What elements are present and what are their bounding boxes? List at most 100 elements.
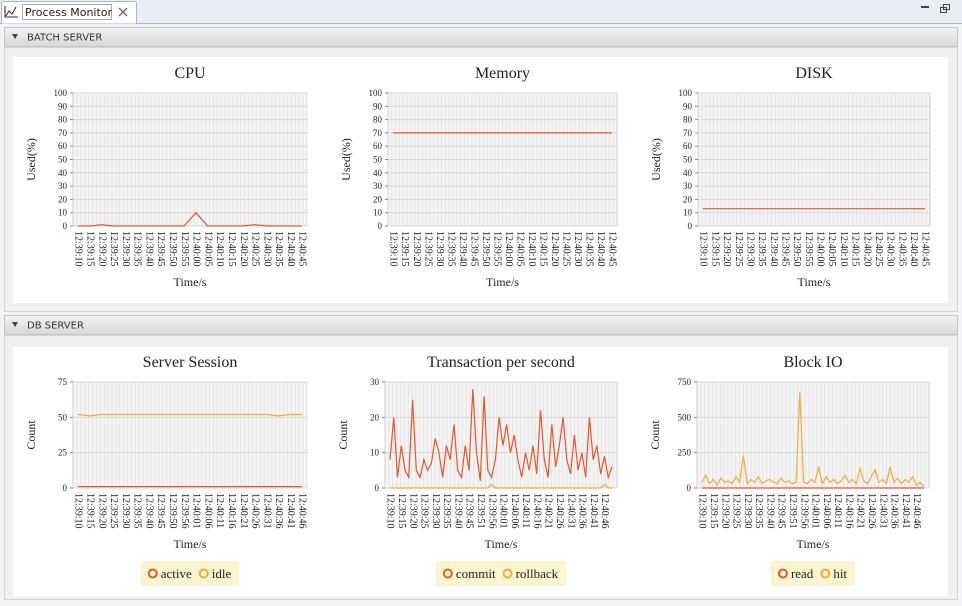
y-tick-label: 80 <box>373 115 383 125</box>
section-toggle[interactable] <box>12 322 18 327</box>
section-header[interactable] <box>4 27 958 47</box>
x-tick-label: 12:39:25 <box>108 231 119 267</box>
x-tick-label: 12:39:30 <box>434 231 445 267</box>
x-tick-label: 12:40:26 <box>866 493 877 529</box>
chart-title: DISK <box>795 65 833 82</box>
section-toggle[interactable] <box>12 34 18 39</box>
x-tick-label: 12:39:30 <box>120 493 131 529</box>
x-tick-label: 12:40:00 <box>815 231 826 267</box>
legend-marker <box>820 568 831 579</box>
x-tick-label: 12:40:46 <box>599 493 610 529</box>
x-tick-label: 12:39:10 <box>385 493 396 529</box>
x-tick-label: 12:40:05 <box>514 231 525 267</box>
x-tick-label: 12:39:56 <box>486 493 497 529</box>
x-tick-label: 12:40:16 <box>843 493 854 529</box>
series-line <box>701 391 925 487</box>
tab-bar <box>0 0 962 24</box>
x-tick-label: 12:40:01 <box>498 493 509 529</box>
x-tick-label: 12:39:15 <box>84 493 95 529</box>
x-tick-label: 12:39:55 <box>491 231 502 267</box>
x-tick-label: 12:39:20 <box>719 493 730 529</box>
x-tick-label: 12:40:26 <box>554 493 565 529</box>
y-tick-label: 100 <box>54 88 68 98</box>
y-tick-label: 10 <box>373 208 383 218</box>
x-tick-label: 12:39:50 <box>167 231 178 267</box>
section-header[interactable] <box>4 315 958 335</box>
y-tick-label: 250 <box>678 448 692 458</box>
tab-focus <box>22 4 112 20</box>
legend-marker <box>147 568 158 579</box>
x-tick-label: 12:39:35 <box>756 231 767 267</box>
y-tick-label: 50 <box>58 412 68 422</box>
x-tick-label: 12:40:45 <box>920 231 931 267</box>
y-tick-label: 100 <box>679 88 693 98</box>
x-tick-label: 12:39:25 <box>422 231 433 267</box>
y-axis-label: Count <box>336 420 350 450</box>
restore-button-back <box>943 4 950 10</box>
y-tick-label: 10 <box>683 208 693 218</box>
x-tick-label: 12:40:46 <box>911 493 922 529</box>
x-tick-label: 12:39:35 <box>753 493 764 529</box>
x-tick-label: 12:40:06 <box>202 493 213 529</box>
chart-title: Transaction per second <box>427 354 575 371</box>
y-tick-label: 40 <box>58 168 68 178</box>
x-tick-label: 12:39:35 <box>441 493 452 529</box>
x-tick-label: 12:39:10 <box>73 231 84 267</box>
series-line <box>390 483 612 489</box>
chart-title: Block IO <box>783 354 842 371</box>
x-tick-label: 12:39:25 <box>733 231 744 267</box>
x-tick-label: 12:40:10 <box>838 231 849 267</box>
legend-label: rollback <box>516 566 559 581</box>
y-tick-label: 0 <box>63 483 68 493</box>
x-tick-label: 12:39:55 <box>179 231 190 267</box>
x-tick-label: 12:39:45 <box>155 231 166 267</box>
chart-title: Server Session <box>143 354 238 371</box>
y-tick-label: 20 <box>683 194 693 204</box>
y-tick-label: 90 <box>683 101 693 111</box>
y-tick-label: 20 <box>58 194 68 204</box>
x-tick-label: 12:40:11 <box>832 493 843 528</box>
legend-label: idle <box>212 566 232 581</box>
legend <box>435 561 567 586</box>
series-line <box>77 413 302 417</box>
legend-marker <box>777 568 788 579</box>
x-axis-label: Time/s <box>174 537 207 551</box>
x-axis-label: Time/s <box>485 537 518 551</box>
x-tick-label: 12:39:15 <box>396 493 407 529</box>
x-tick-label: 12:40:16 <box>531 493 542 529</box>
x-tick-label: 12:39:15 <box>84 231 95 267</box>
y-axis-label: Used(%) <box>339 138 353 181</box>
section-title: DB SERVER <box>27 321 84 332</box>
y-tick-label: 50 <box>58 155 68 165</box>
y-tick-label: 90 <box>373 101 383 111</box>
x-tick-label: 12:39:51 <box>475 493 486 529</box>
x-tick-label: 12:39:55 <box>803 231 814 267</box>
x-tick-label: 12:39:40 <box>143 493 154 529</box>
x-tick-label: 12:40:00 <box>503 231 514 267</box>
y-tick-label: 20 <box>373 194 383 204</box>
legend-label: commit <box>456 566 496 581</box>
y-tick-label: 30 <box>58 181 68 191</box>
y-tick-label: 30 <box>370 377 380 387</box>
x-tick-label: 12:40:35 <box>273 231 284 267</box>
y-tick-label: 30 <box>683 181 693 191</box>
x-tick-label: 12:40:31 <box>261 493 272 529</box>
legend-label: hit <box>833 566 847 581</box>
y-tick-label: 60 <box>58 141 68 151</box>
x-tick-label: 12:39:25 <box>419 493 430 529</box>
x-tick-label: 12:40:25 <box>873 231 884 267</box>
tab-close[interactable] <box>118 7 128 17</box>
x-tick-label: 12:40:41 <box>900 493 911 529</box>
x-tick-label: 12:40:15 <box>226 231 237 267</box>
y-tick-label: 70 <box>58 128 68 138</box>
x-tick-label: 12:39:40 <box>452 493 463 529</box>
x-tick-label: 12:40:40 <box>285 231 296 267</box>
y-tick-label: 50 <box>683 155 693 165</box>
y-tick-label: 0 <box>378 221 383 231</box>
legend-label: read <box>791 566 814 581</box>
minimize-button[interactable] <box>921 6 929 8</box>
tab[interactable] <box>1 1 137 24</box>
x-tick-label: 12:39:20 <box>411 231 422 267</box>
legend-label: active <box>161 566 192 581</box>
x-tick-label: 12:39:20 <box>96 493 107 529</box>
